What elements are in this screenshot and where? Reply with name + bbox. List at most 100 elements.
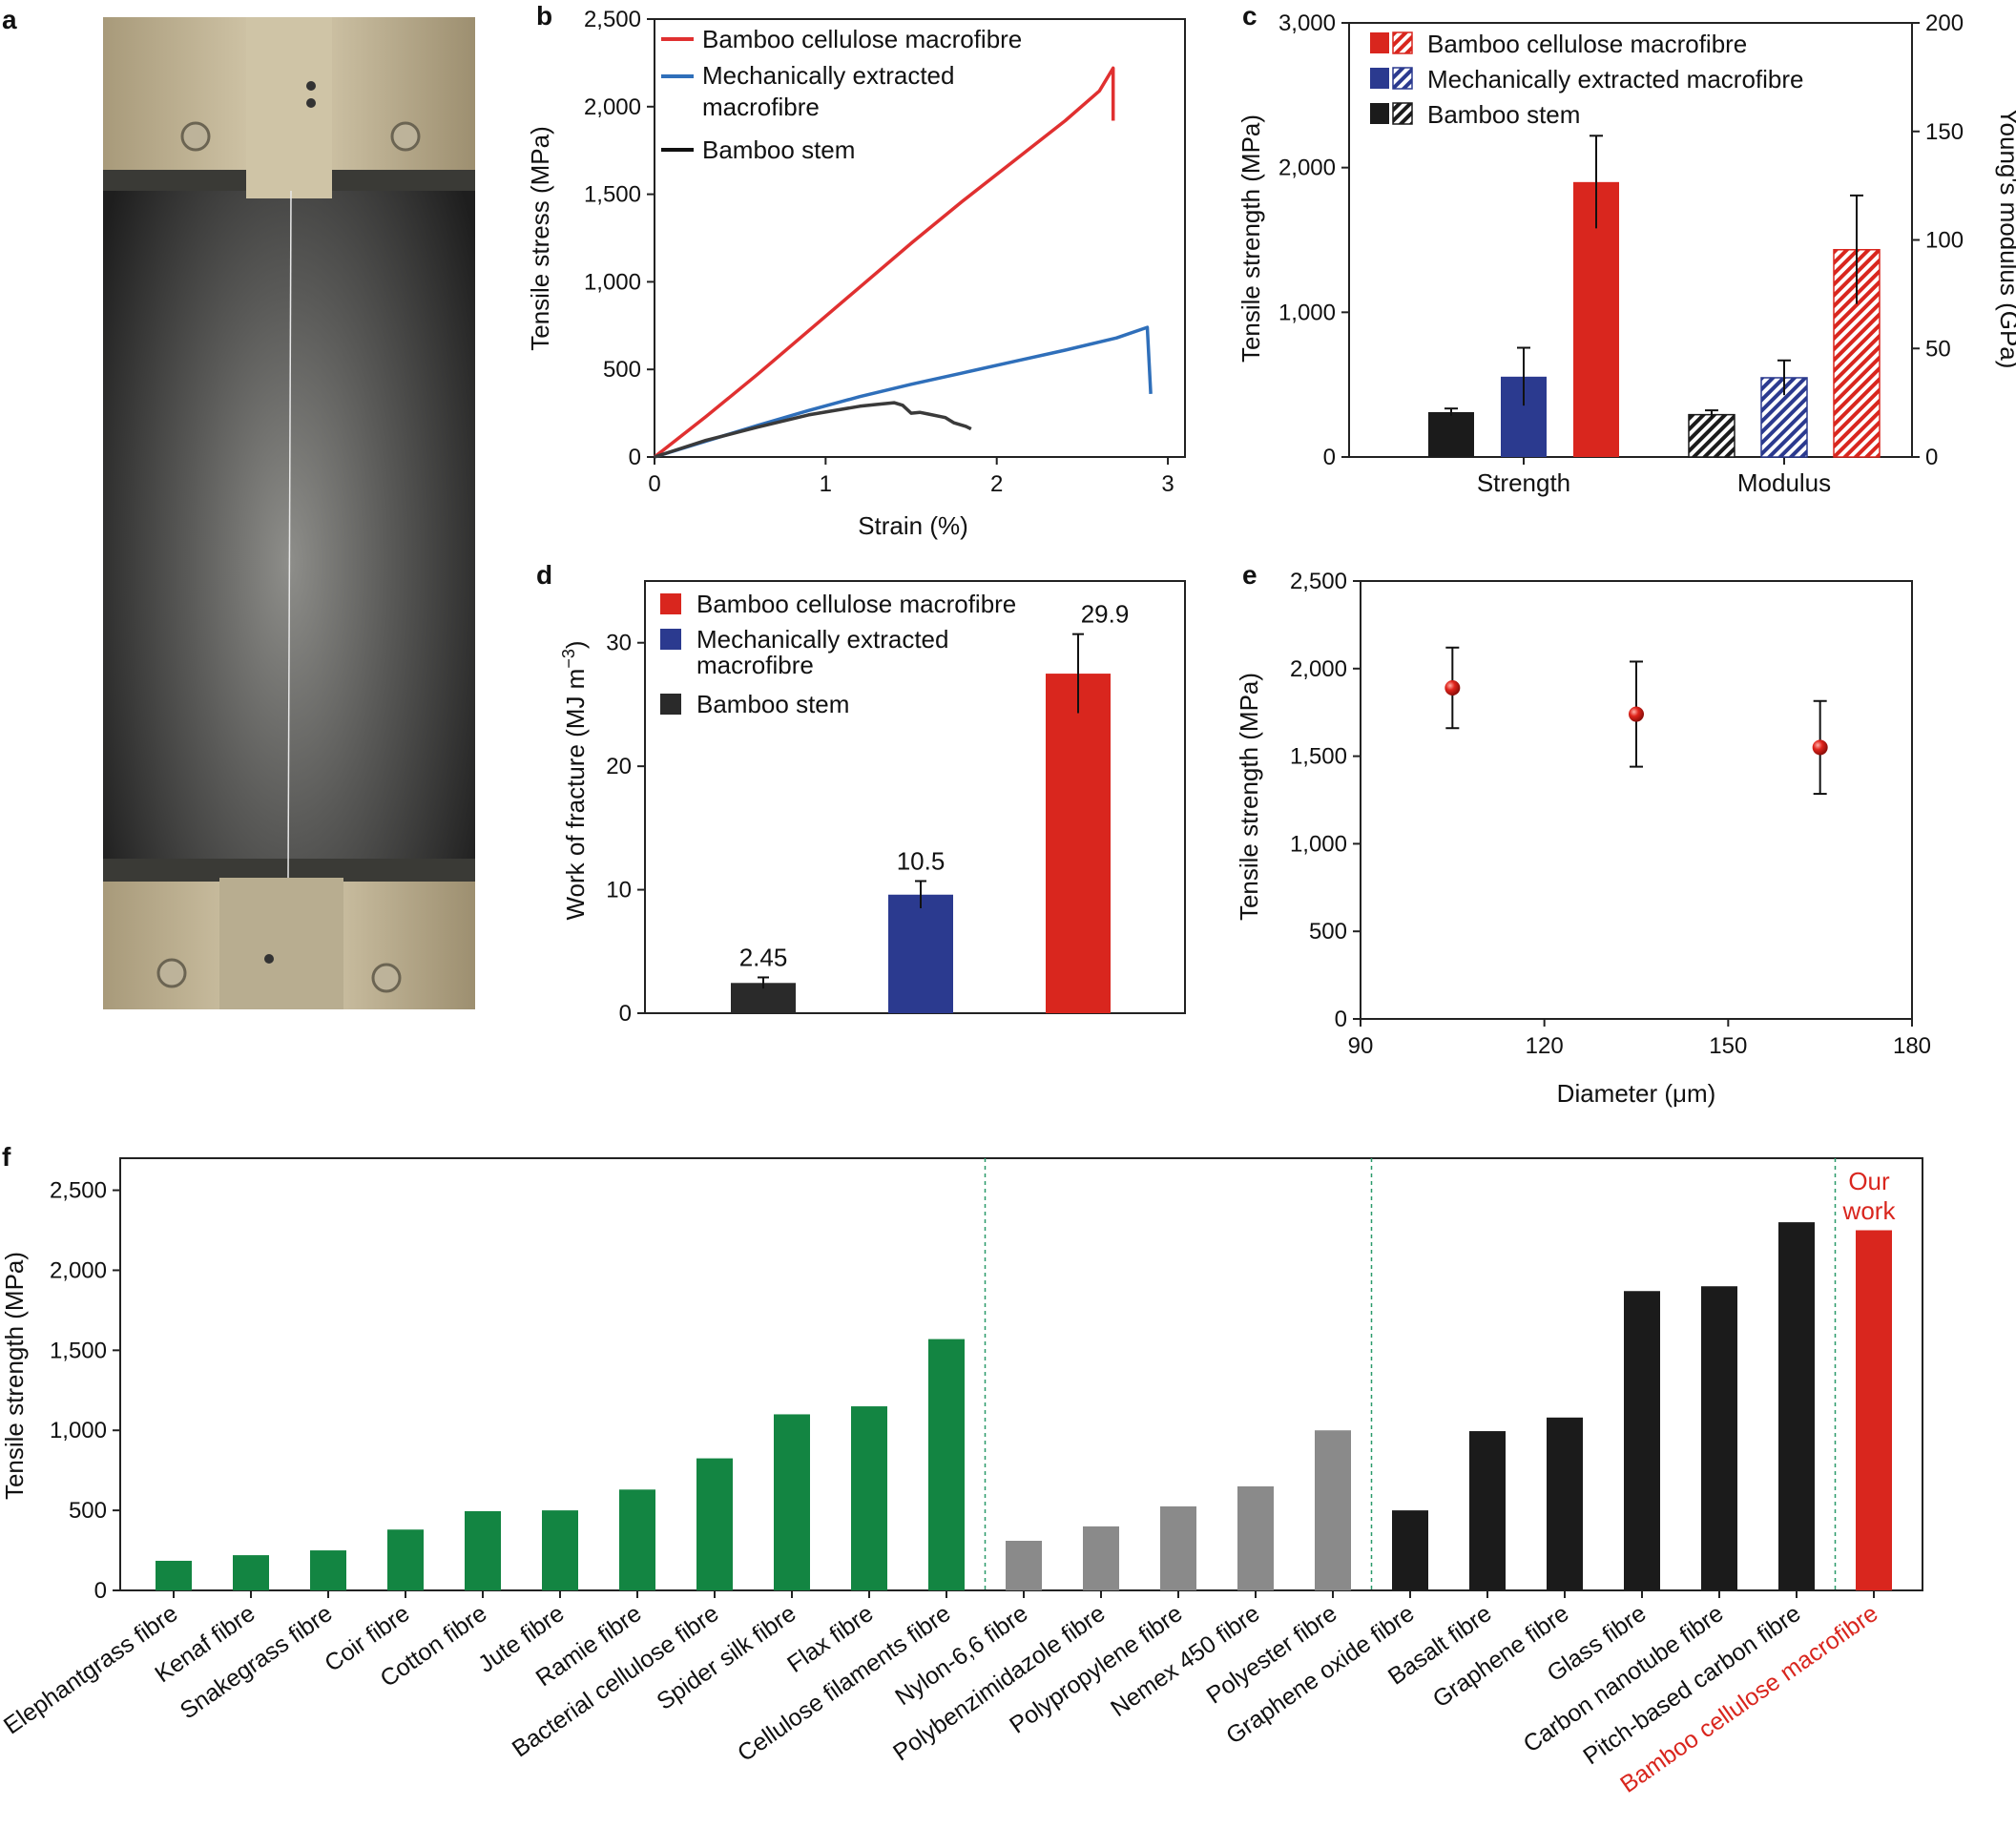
chart-d-bar bbox=[1046, 674, 1111, 1013]
chart-f-bar bbox=[851, 1406, 887, 1590]
chart-c-y2tick-label: 0 bbox=[1925, 445, 1938, 470]
chart-e-ytick-label: 2,000 bbox=[1290, 656, 1347, 682]
chart-f-ytick-label: 2,500 bbox=[50, 1178, 107, 1204]
chart-c-group-label: Modulus bbox=[1737, 468, 1831, 497]
chart-b-ytick-label: 1,500 bbox=[584, 182, 641, 208]
chart-e-xtick-label: 150 bbox=[1709, 1033, 1747, 1059]
chart-f-bar bbox=[1237, 1485, 1274, 1590]
chart-f-bar bbox=[1856, 1230, 1892, 1590]
chart-f-bar bbox=[1006, 1540, 1042, 1590]
chart-d-legend: Bamboo cellulose macrofibre Mechanically… bbox=[660, 590, 1016, 718]
chart-e-ytick-label: 0 bbox=[1335, 1007, 1347, 1032]
chart-e-point bbox=[1444, 679, 1461, 696]
chart-f-ytick-label: 0 bbox=[94, 1578, 107, 1604]
chart-f-bar bbox=[774, 1414, 810, 1590]
panel-label-d: d bbox=[536, 560, 552, 590]
chart-f-bar bbox=[928, 1339, 965, 1590]
legend-c-mechanical: Mechanically extracted macrofibre bbox=[1427, 65, 1804, 93]
chart-e-frame bbox=[1360, 580, 1913, 1020]
chart-c-strength-bar bbox=[1428, 411, 1474, 457]
legend-c-bamboo: Bamboo cellulose macrofibre bbox=[1427, 30, 1747, 58]
legend-b-mechanical-1: Mechanically extracted bbox=[702, 61, 954, 90]
chart-b-series-1 bbox=[654, 325, 1153, 459]
legend-c-stem: Bamboo stem bbox=[1427, 100, 1580, 129]
chart-b-xtick-label: 0 bbox=[648, 471, 660, 497]
chart-f-bar bbox=[465, 1510, 501, 1590]
chart-b-ylabel: Tensile stress (MPa) bbox=[526, 126, 554, 351]
chart-f-category-label: Graphene fibre bbox=[1428, 1600, 1574, 1713]
chart-f-bar bbox=[233, 1555, 269, 1590]
chart-c-group-label: Strength bbox=[1477, 468, 1570, 497]
chart-b-ytick-label: 2,500 bbox=[584, 7, 641, 32]
chart-c: 0 1,000 2,000 3,000 0 50 100 150 200 Strength Modu… bbox=[1237, 10, 2016, 497]
chart-c-y2label: Young's modulus (GPa) bbox=[1995, 109, 2016, 369]
chart-c-y2tick-label: 200 bbox=[1925, 10, 1964, 36]
chart-b-series-0 bbox=[653, 66, 1115, 459]
chart-c-ytick-label: 1,000 bbox=[1278, 300, 1336, 325]
chart-e-xlabel: Diameter (μm) bbox=[1557, 1079, 1716, 1108]
legend-d-bamboo: Bamboo cellulose macrofibre bbox=[696, 590, 1016, 618]
chart-b-frame bbox=[654, 18, 1186, 458]
chart-e-ylabel: Tensile strength (MPa) bbox=[1235, 673, 1263, 921]
chart-c-ytick-label: 2,000 bbox=[1278, 156, 1336, 181]
chart-f-bar bbox=[1624, 1291, 1660, 1590]
chart-f-ytick-label: 500 bbox=[69, 1498, 107, 1524]
chart-d-ytick-label: 0 bbox=[619, 1001, 632, 1027]
fibre-specimen bbox=[287, 190, 292, 879]
chart-b-ytick-label: 1,000 bbox=[584, 269, 641, 295]
panel-label-e: e bbox=[1242, 560, 1257, 590]
chart-d-ytick-label: 10 bbox=[606, 878, 632, 903]
chart-c-ytick-label: 0 bbox=[1323, 445, 1336, 470]
chart-f-bar bbox=[1160, 1505, 1196, 1590]
legend-d-mechanical-2: macrofibre bbox=[696, 651, 814, 679]
chart-e: 0 500 1,000 1,500 2,000 2,500 90 120 150 180 Diam… bbox=[1235, 569, 1931, 1108]
legend-d-mechanical-1: Mechanically extracted bbox=[696, 625, 948, 654]
chart-f-bar bbox=[387, 1529, 424, 1590]
chart-e-ytick-label: 1,500 bbox=[1290, 744, 1347, 770]
chart-b-xtick-label: 3 bbox=[1161, 471, 1174, 497]
legend-d-stem: Bamboo stem bbox=[696, 690, 849, 718]
chart-d-ytick-label: 20 bbox=[606, 754, 632, 779]
chart-c-legend: Bamboo cellulose macrofibre Mechanically… bbox=[1370, 30, 1804, 129]
chart-c-y2tick-label: 100 bbox=[1925, 228, 1964, 254]
chart-c-ytick-label: 3,000 bbox=[1278, 10, 1336, 36]
chart-d-ytick-label: 30 bbox=[606, 631, 632, 656]
chart-f-bar bbox=[542, 1510, 578, 1590]
chart-b-xtick-label: 1 bbox=[820, 471, 832, 497]
chart-e-point bbox=[1812, 739, 1828, 756]
chart-b-ytick-label: 2,000 bbox=[584, 94, 641, 120]
our-work-annotation-1: Our bbox=[1848, 1167, 1890, 1195]
chart-f-category-label: Spider silk fibre bbox=[652, 1600, 800, 1715]
legend-b-mechanical-2: macrofibre bbox=[702, 93, 820, 121]
legend-b-stem: Bamboo stem bbox=[702, 135, 855, 164]
chart-d-ylabel: Work of fracture (MJ m−3) bbox=[559, 640, 590, 920]
chart-e-xtick-label: 120 bbox=[1526, 1033, 1564, 1059]
chart-f-bar bbox=[1547, 1417, 1583, 1590]
panel-label-f: f bbox=[2, 1142, 11, 1172]
chart-f-bar bbox=[696, 1458, 733, 1590]
legend-b-bamboo: Bamboo cellulose macrofibre bbox=[702, 25, 1022, 53]
chart-c-y2tick-label: 150 bbox=[1925, 119, 1964, 145]
chart-b-ytick-label: 0 bbox=[629, 445, 641, 470]
chart-f-bar bbox=[1083, 1526, 1119, 1590]
chart-e-ytick-label: 500 bbox=[1309, 919, 1347, 945]
chart-f-bar bbox=[1392, 1510, 1428, 1590]
chart-e-ytick-label: 1,000 bbox=[1290, 831, 1347, 857]
panel-label-b: b bbox=[536, 1, 552, 31]
chart-f-ylabel: Tensile strength (MPa) bbox=[0, 1252, 29, 1500]
chart-e-ytick-label: 2,500 bbox=[1290, 569, 1347, 594]
panel-label-c: c bbox=[1242, 1, 1257, 31]
chart-d-bar-label: 29.9 bbox=[1081, 600, 1130, 629]
panel-label-a: a bbox=[2, 5, 17, 34]
chart-f-bar bbox=[1315, 1430, 1351, 1590]
chart-b-xtick-label: 2 bbox=[990, 471, 1003, 497]
chart-c-ylabel: Tensile strength (MPa) bbox=[1237, 114, 1265, 363]
chart-b-ytick-label: 500 bbox=[603, 357, 641, 383]
chart-f-bar bbox=[310, 1550, 346, 1590]
chart-d-bar-label: 10.5 bbox=[897, 847, 946, 876]
chart-d: 0 10 20 30 2.45 10.5 29.9 Work of fracture (M… bbox=[559, 580, 1186, 1027]
chart-c-modulus-bar bbox=[1688, 413, 1735, 458]
chart-d-bar bbox=[888, 894, 953, 1013]
